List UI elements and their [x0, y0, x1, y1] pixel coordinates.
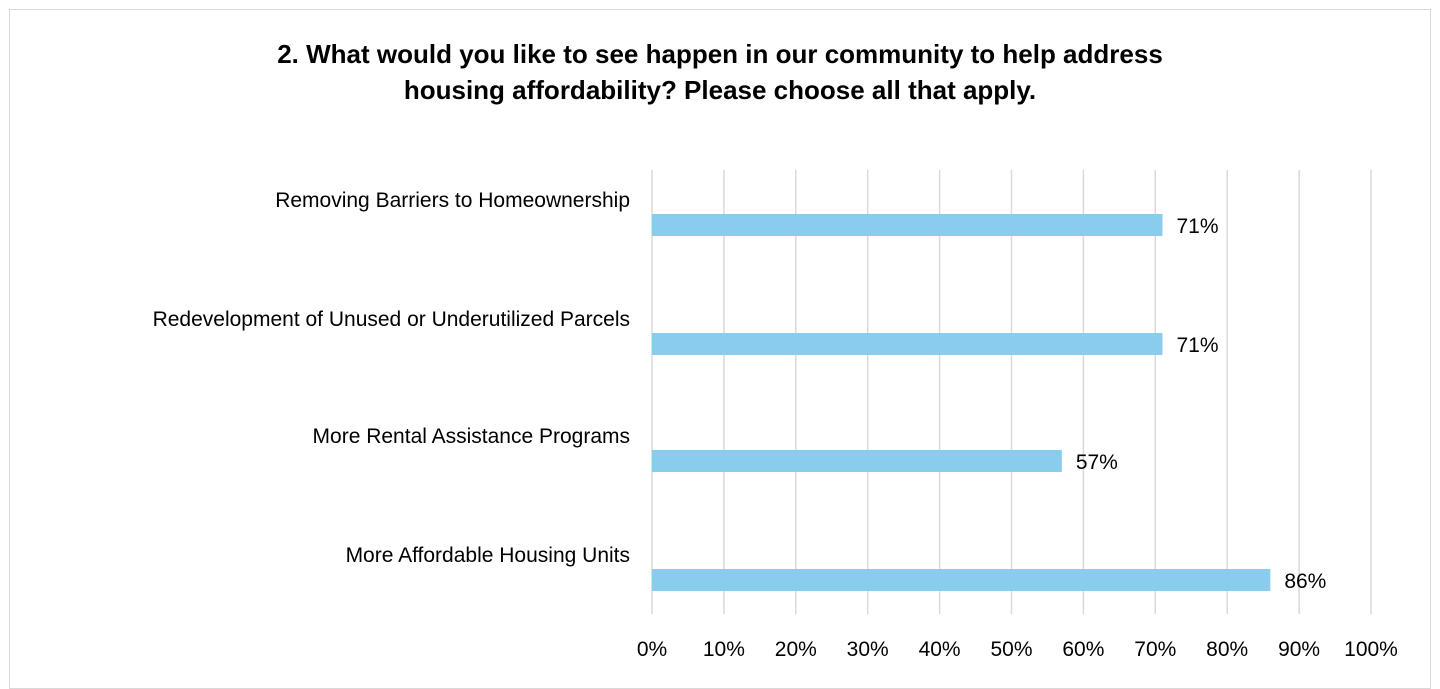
- chart-title: 2. What would you like to see happen in …: [0, 36, 1440, 108]
- data-label: 71%: [1176, 334, 1218, 357]
- chart-title-line-2: housing affordability? Please choose all…: [403, 75, 1037, 105]
- x-tick-label: 60%: [1062, 638, 1104, 661]
- category-label: More Affordable Housing Units: [346, 544, 630, 567]
- x-tick-label: 10%: [703, 638, 745, 661]
- x-tick-label: 100%: [1344, 638, 1398, 661]
- chart-title-line-1: 2. What would you like to see happen in …: [277, 39, 1163, 69]
- category-label: More Rental Assistance Programs: [313, 425, 630, 448]
- x-tick-label: 50%: [990, 638, 1032, 661]
- bar: [652, 333, 1163, 355]
- data-label: 71%: [1176, 215, 1218, 238]
- category-label: Removing Barriers to Homeownership: [275, 189, 630, 212]
- x-tick-label: 90%: [1278, 638, 1320, 661]
- data-label: 86%: [1284, 570, 1326, 593]
- bar: [652, 450, 1062, 472]
- x-tick-label: 70%: [1134, 638, 1176, 661]
- x-tick-label: 30%: [847, 638, 889, 661]
- x-tick-label: 20%: [775, 638, 817, 661]
- category-label: Redevelopment of Unused or Underutilized…: [153, 308, 630, 331]
- bar: [652, 214, 1163, 236]
- data-label: 57%: [1076, 451, 1118, 474]
- bar: [652, 569, 1271, 591]
- x-tick-label: 0%: [637, 638, 667, 661]
- chart-plot: 0% 10% 20% 30% 40% 50% 60% 70% 80% 90% 100% Removin…: [153, 170, 1398, 661]
- x-tick-label: 40%: [919, 638, 961, 661]
- x-tick-label: 80%: [1206, 638, 1248, 661]
